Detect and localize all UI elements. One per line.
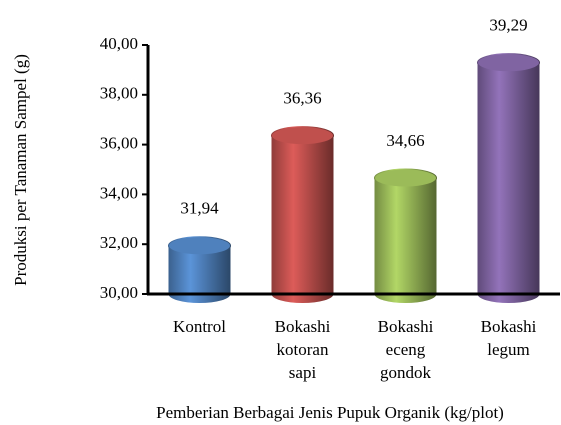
x-tick-label: Kontrol	[173, 317, 226, 336]
y-tick-label: 32,00	[100, 233, 138, 252]
bar-top	[477, 53, 540, 73]
x-tick-label: Bokashi	[275, 317, 331, 336]
y-tick-label: 30,00	[100, 283, 138, 302]
x-tick-label: kotoran	[277, 340, 329, 359]
y-tick-label: 34,00	[100, 183, 138, 202]
x-tick-label: gondok	[380, 363, 432, 382]
x-tick-label: sapi	[289, 363, 317, 382]
value-label: 39,29	[489, 16, 527, 35]
bar-top	[374, 168, 437, 188]
y-tick-label: 38,00	[100, 84, 138, 103]
x-tick-label: Bokashi	[378, 317, 434, 336]
x-tick-label: Bokashi	[481, 317, 537, 336]
bar-top	[271, 126, 334, 146]
value-label: 36,36	[283, 89, 321, 108]
value-label: 31,94	[180, 199, 219, 218]
y-tick-label: 40,00	[100, 34, 138, 53]
bar	[271, 135, 334, 294]
x-axis-label: Pemberian Berbagai Jenis Pupuk Organik (…	[156, 403, 504, 422]
y-axis-label: Produksi per Tanaman Sampel (g)	[11, 54, 30, 286]
bar	[374, 177, 437, 294]
bar-top	[168, 236, 231, 256]
value-label: 34,66	[386, 131, 424, 150]
y-tick-label: 36,00	[100, 134, 138, 153]
bar	[477, 62, 540, 294]
x-tick-label: eceng	[386, 340, 426, 359]
x-tick-label: legum	[487, 340, 530, 359]
